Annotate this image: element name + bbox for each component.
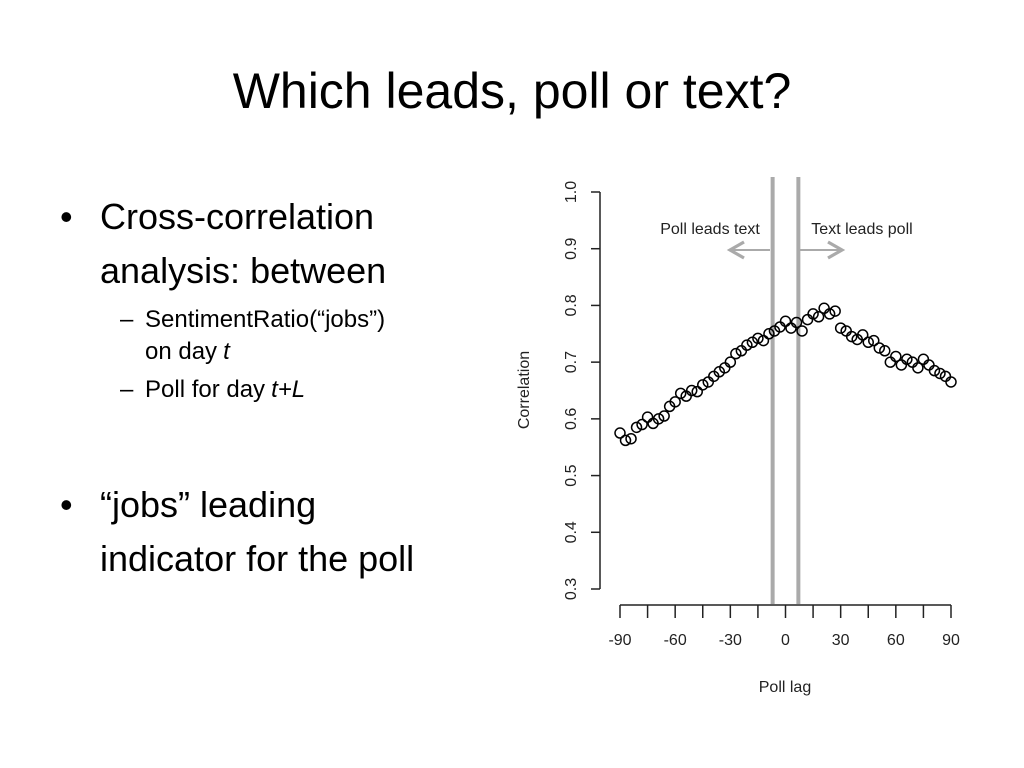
data-point <box>658 410 670 422</box>
x-tick-label: -90 <box>608 632 631 649</box>
sub-bullet-text: SentimentRatio(“jobs”) on day <box>145 306 386 365</box>
x-tick-label: 0 <box>781 632 790 649</box>
slide-title: Which leads, poll or text? <box>232 63 792 119</box>
data-point <box>685 384 698 397</box>
data-point <box>879 345 891 357</box>
bullet: “jobs” leading indicator for the poll <box>60 478 430 586</box>
data-point <box>796 325 808 337</box>
x-tick-label: 30 <box>832 632 850 649</box>
data-point <box>845 330 858 343</box>
annotation: Text leads poll <box>811 221 912 238</box>
data-point <box>691 385 703 398</box>
data-point <box>884 356 897 368</box>
y-axis-label: Correlation <box>516 351 533 429</box>
data-point <box>625 432 637 445</box>
data-point <box>757 334 770 347</box>
data-point <box>619 434 632 447</box>
data-point <box>812 311 825 323</box>
y-tick-label: 0.6 <box>563 408 580 430</box>
data-point <box>829 305 841 317</box>
data-point <box>923 359 935 371</box>
data-point <box>901 353 913 366</box>
sub-bullet-text: Poll for day <box>145 376 266 403</box>
data-point <box>801 313 814 326</box>
data-point <box>928 364 941 377</box>
data-point <box>873 342 886 354</box>
x-tick-label: -60 <box>664 632 687 649</box>
variable: t <box>223 338 230 365</box>
data-point <box>652 413 665 425</box>
data-point <box>890 350 902 363</box>
data-point <box>818 302 830 315</box>
y-tick-label: 1.0 <box>563 181 580 203</box>
data-point <box>752 332 764 345</box>
data-point <box>912 362 924 374</box>
data-point <box>785 322 797 334</box>
data-point <box>674 387 687 400</box>
data-point <box>856 329 869 341</box>
y-tick-label: 0.4 <box>563 521 580 543</box>
data-point <box>834 322 847 334</box>
y-tick-label: 0.9 <box>563 237 580 259</box>
bullet-list: Cross-correlation analysis: betweenSenti… <box>60 190 480 586</box>
data-point <box>763 328 775 340</box>
data-point <box>641 411 654 423</box>
y-tick-label: 0.8 <box>563 294 580 316</box>
data-point <box>790 316 803 329</box>
data-point <box>895 359 908 371</box>
annotation: Poll leads text <box>660 221 760 238</box>
variable: t+L <box>271 376 306 403</box>
data-point <box>630 421 643 434</box>
data-point <box>779 315 792 328</box>
data-point <box>741 339 753 351</box>
data-point <box>862 336 874 349</box>
y-tick-label: 0.5 <box>563 464 580 486</box>
x-tick-label: 90 <box>942 632 960 649</box>
data-point <box>917 353 930 366</box>
data-point <box>807 308 819 320</box>
data-point <box>724 356 737 368</box>
y-tick-label: 0.3 <box>563 578 580 600</box>
x-axis-label: Poll lag <box>759 679 811 696</box>
x-tick-label: -30 <box>719 632 742 649</box>
data-point <box>669 396 681 408</box>
bullet: Cross-correlation analysis: between <box>60 190 430 298</box>
data-point <box>614 427 626 439</box>
data-point <box>945 376 957 388</box>
data-point <box>934 367 946 380</box>
x-tick-label: 60 <box>887 632 905 649</box>
data-point <box>868 334 880 347</box>
data-point <box>697 379 709 391</box>
data-point <box>636 418 648 431</box>
data-point <box>823 308 836 320</box>
y-tick-label: 0.7 <box>563 351 580 373</box>
data-point <box>730 347 742 360</box>
